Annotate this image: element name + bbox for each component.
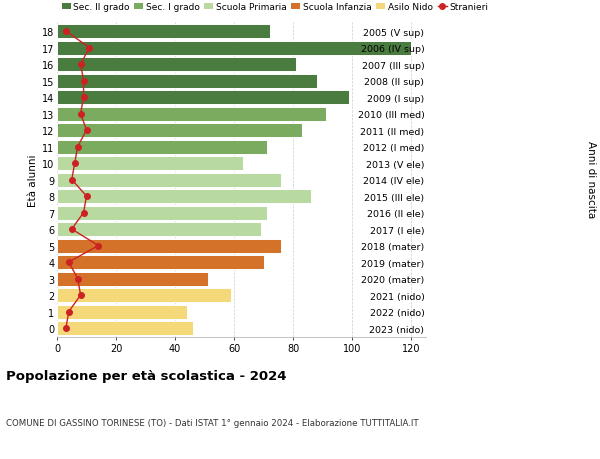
- Bar: [57, 272, 208, 286]
- Bar: [57, 190, 311, 204]
- Bar: [57, 74, 317, 89]
- Bar: [57, 321, 193, 336]
- Bar: [57, 91, 349, 105]
- Bar: [57, 140, 266, 154]
- Text: Popolazione per età scolastica - 2024: Popolazione per età scolastica - 2024: [6, 369, 287, 382]
- Legend: Sec. II grado, Sec. I grado, Scuola Primaria, Scuola Infanzia, Asilo Nido, Stran: Sec. II grado, Sec. I grado, Scuola Prim…: [62, 3, 488, 12]
- Bar: [57, 223, 260, 236]
- Bar: [57, 124, 302, 138]
- Bar: [57, 239, 281, 253]
- Bar: [57, 107, 326, 121]
- Bar: [57, 206, 266, 220]
- Bar: [57, 41, 411, 56]
- Bar: [57, 256, 263, 269]
- Text: Anni di nascita: Anni di nascita: [586, 140, 596, 218]
- Bar: [57, 25, 269, 39]
- Y-axis label: Età alunni: Età alunni: [28, 154, 38, 207]
- Bar: [57, 173, 281, 187]
- Bar: [57, 58, 296, 72]
- Bar: [57, 157, 243, 171]
- Bar: [57, 305, 187, 319]
- Text: COMUNE DI GASSINO TORINESE (TO) - Dati ISTAT 1° gennaio 2024 - Elaborazione TUTT: COMUNE DI GASSINO TORINESE (TO) - Dati I…: [6, 418, 419, 427]
- Bar: [57, 288, 231, 302]
